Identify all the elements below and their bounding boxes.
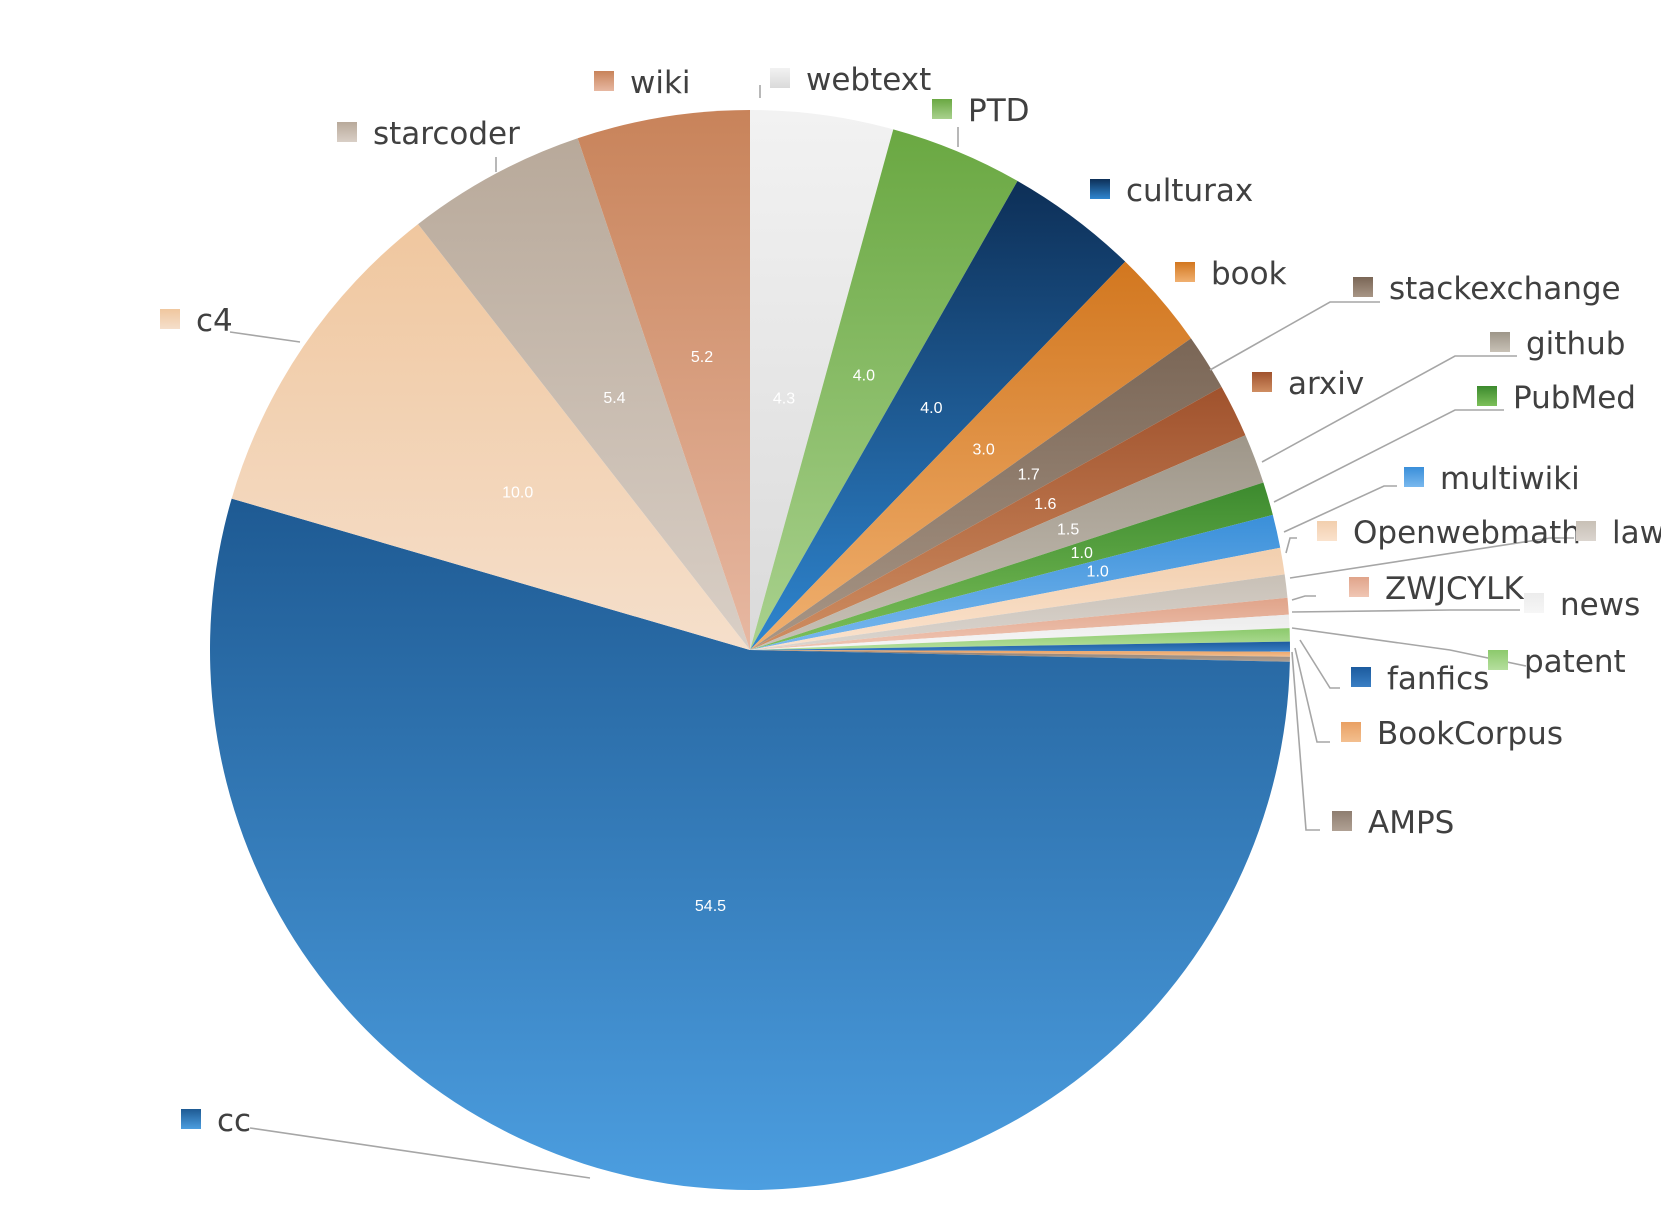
category-label-c4: c4: [196, 303, 233, 339]
category-labels-layer: webtext PTD culturax book stackexchange arxiv…: [160, 62, 1661, 1139]
legend-swatch-webtext: [770, 68, 790, 88]
category-label-openwebmath: Openwebmath: [1353, 515, 1581, 551]
value-label-book: 3.0: [973, 442, 995, 459]
category-label-fanfics: fanfics: [1387, 661, 1489, 697]
category-label-wiki: wiki: [630, 65, 691, 101]
leader-line-c4: [229, 331, 301, 343]
legend-swatch-starcoder: [337, 122, 357, 142]
legend-swatch-cc: [181, 1109, 201, 1129]
slices-layer: [210, 110, 1290, 1190]
pie-slice-github: [750, 435, 1264, 650]
pie-slice-news: [750, 614, 1290, 650]
pie-slice-starcoder: [418, 138, 750, 650]
pie-slice-law: [750, 574, 1288, 650]
category-label-github: github: [1526, 326, 1625, 362]
value-label-pubmed: 1.0: [1071, 545, 1093, 562]
pie-slice-zwjcylk: [750, 597, 1289, 650]
legend-swatch-c4: [160, 309, 180, 329]
value-label-cc: 54.5: [695, 898, 726, 915]
pie-slice-ptd: [750, 129, 1018, 650]
legend-swatch-arxiv: [1252, 372, 1272, 392]
category-label-amps: AMPS: [1368, 805, 1454, 841]
category-label-news: news: [1560, 587, 1640, 623]
category-label-multiwiki: multiwiki: [1440, 461, 1580, 497]
leader-lines-layer: [229, 85, 1574, 1179]
pie-slice-openwebmath: [750, 547, 1285, 650]
legend-swatch-wiki: [594, 71, 614, 91]
legend-swatch-openwebmath: [1317, 521, 1337, 541]
leader-line-cc: [249, 1127, 591, 1179]
legend-swatch-bookcorpus: [1341, 722, 1361, 742]
pie-slice-wiki: [577, 110, 750, 650]
pie-slice-amps: [750, 650, 1290, 662]
leader-line-stackexchange: [1209, 301, 1380, 371]
legend-swatch-github: [1490, 332, 1510, 352]
leader-line-pubmed: [1273, 409, 1504, 503]
legend-swatch-zwjcylk: [1349, 577, 1369, 597]
category-label-zwjcylk: ZWJCYLK: [1385, 571, 1524, 607]
category-label-law: law: [1612, 515, 1661, 551]
leader-line-fanfics: [1299, 639, 1340, 689]
pie-slice-book: [750, 261, 1191, 650]
category-label-book: book: [1211, 256, 1287, 292]
pie-slice-fanfics: [750, 641, 1290, 652]
leader-line-github: [1261, 355, 1517, 463]
category-label-patent: patent: [1524, 644, 1626, 680]
value-label-ptd: 4.0: [853, 368, 875, 385]
category-label-arxiv: arxiv: [1288, 366, 1364, 402]
legend-swatch-ptd: [932, 99, 952, 119]
category-label-starcoder: starcoder: [373, 116, 520, 152]
legend-swatch-news: [1524, 593, 1544, 613]
legend-swatch-amps: [1332, 811, 1352, 831]
value-label-arxiv: 1.6: [1034, 496, 1056, 513]
category-label-bookcorpus: BookCorpus: [1377, 716, 1563, 752]
pie-slice-culturax: [750, 180, 1126, 651]
value-label-webtext: 4.3: [773, 390, 795, 407]
category-label-webtext: webtext: [806, 62, 931, 98]
pie-slice-cc: [210, 498, 1290, 1190]
pie-slice-arxiv: [750, 386, 1246, 650]
value-label-culturax: 4.0: [920, 400, 942, 417]
legend-swatch-pubmed: [1477, 386, 1497, 406]
pie-slice-pubmed: [750, 482, 1273, 650]
category-label-stackexchange: stackexchange: [1389, 271, 1621, 307]
legend-swatch-stackexchange: [1353, 277, 1373, 297]
leader-line-bookcorpus: [1294, 647, 1330, 743]
value-label-stackexchange: 1.7: [1018, 466, 1040, 483]
value-label-github: 1.5: [1057, 521, 1079, 538]
legend-swatch-multiwiki: [1404, 467, 1424, 487]
leader-line-openwebmath: [1285, 537, 1297, 554]
value-label-c4: 10.0: [502, 484, 533, 501]
value-label-multiwiki: 1.0: [1087, 564, 1109, 581]
value-label-starcoder: 5.4: [603, 390, 625, 407]
pie-slice-c4: [231, 224, 751, 650]
value-label-wiki: 5.2: [691, 349, 713, 366]
legend-swatch-law: [1576, 521, 1596, 541]
category-label-pubmed: PubMed: [1513, 380, 1636, 416]
leader-line-law: [1289, 537, 1574, 579]
legend-swatch-culturax: [1090, 179, 1110, 199]
pie-slice-multiwiki: [750, 514, 1281, 650]
pie-slice-webtext: [750, 110, 894, 650]
legend-swatch-book: [1175, 262, 1195, 282]
leader-line-zwjcylk: [1291, 595, 1316, 601]
legend-swatch-patent: [1488, 650, 1508, 670]
category-label-culturax: culturax: [1126, 173, 1253, 209]
pie-slice-bookcorpus: [750, 650, 1290, 657]
leader-line-news: [1291, 609, 1520, 613]
legend-swatch-fanfics: [1351, 667, 1371, 687]
leader-line-amps: [1291, 651, 1320, 831]
category-label-cc: cc: [217, 1103, 251, 1139]
pie-slice-stackexchange: [750, 338, 1222, 650]
leader-line-multiwiki: [1283, 485, 1397, 533]
value-labels-layer: 4.3 4.0 4.0 3.0 1.7 1.61.5 1.0 1.0 54.5 10.0 5.4 5.…: [502, 349, 1109, 915]
pie-slice-patent: [750, 628, 1290, 650]
category-label-ptd: PTD: [968, 93, 1030, 129]
